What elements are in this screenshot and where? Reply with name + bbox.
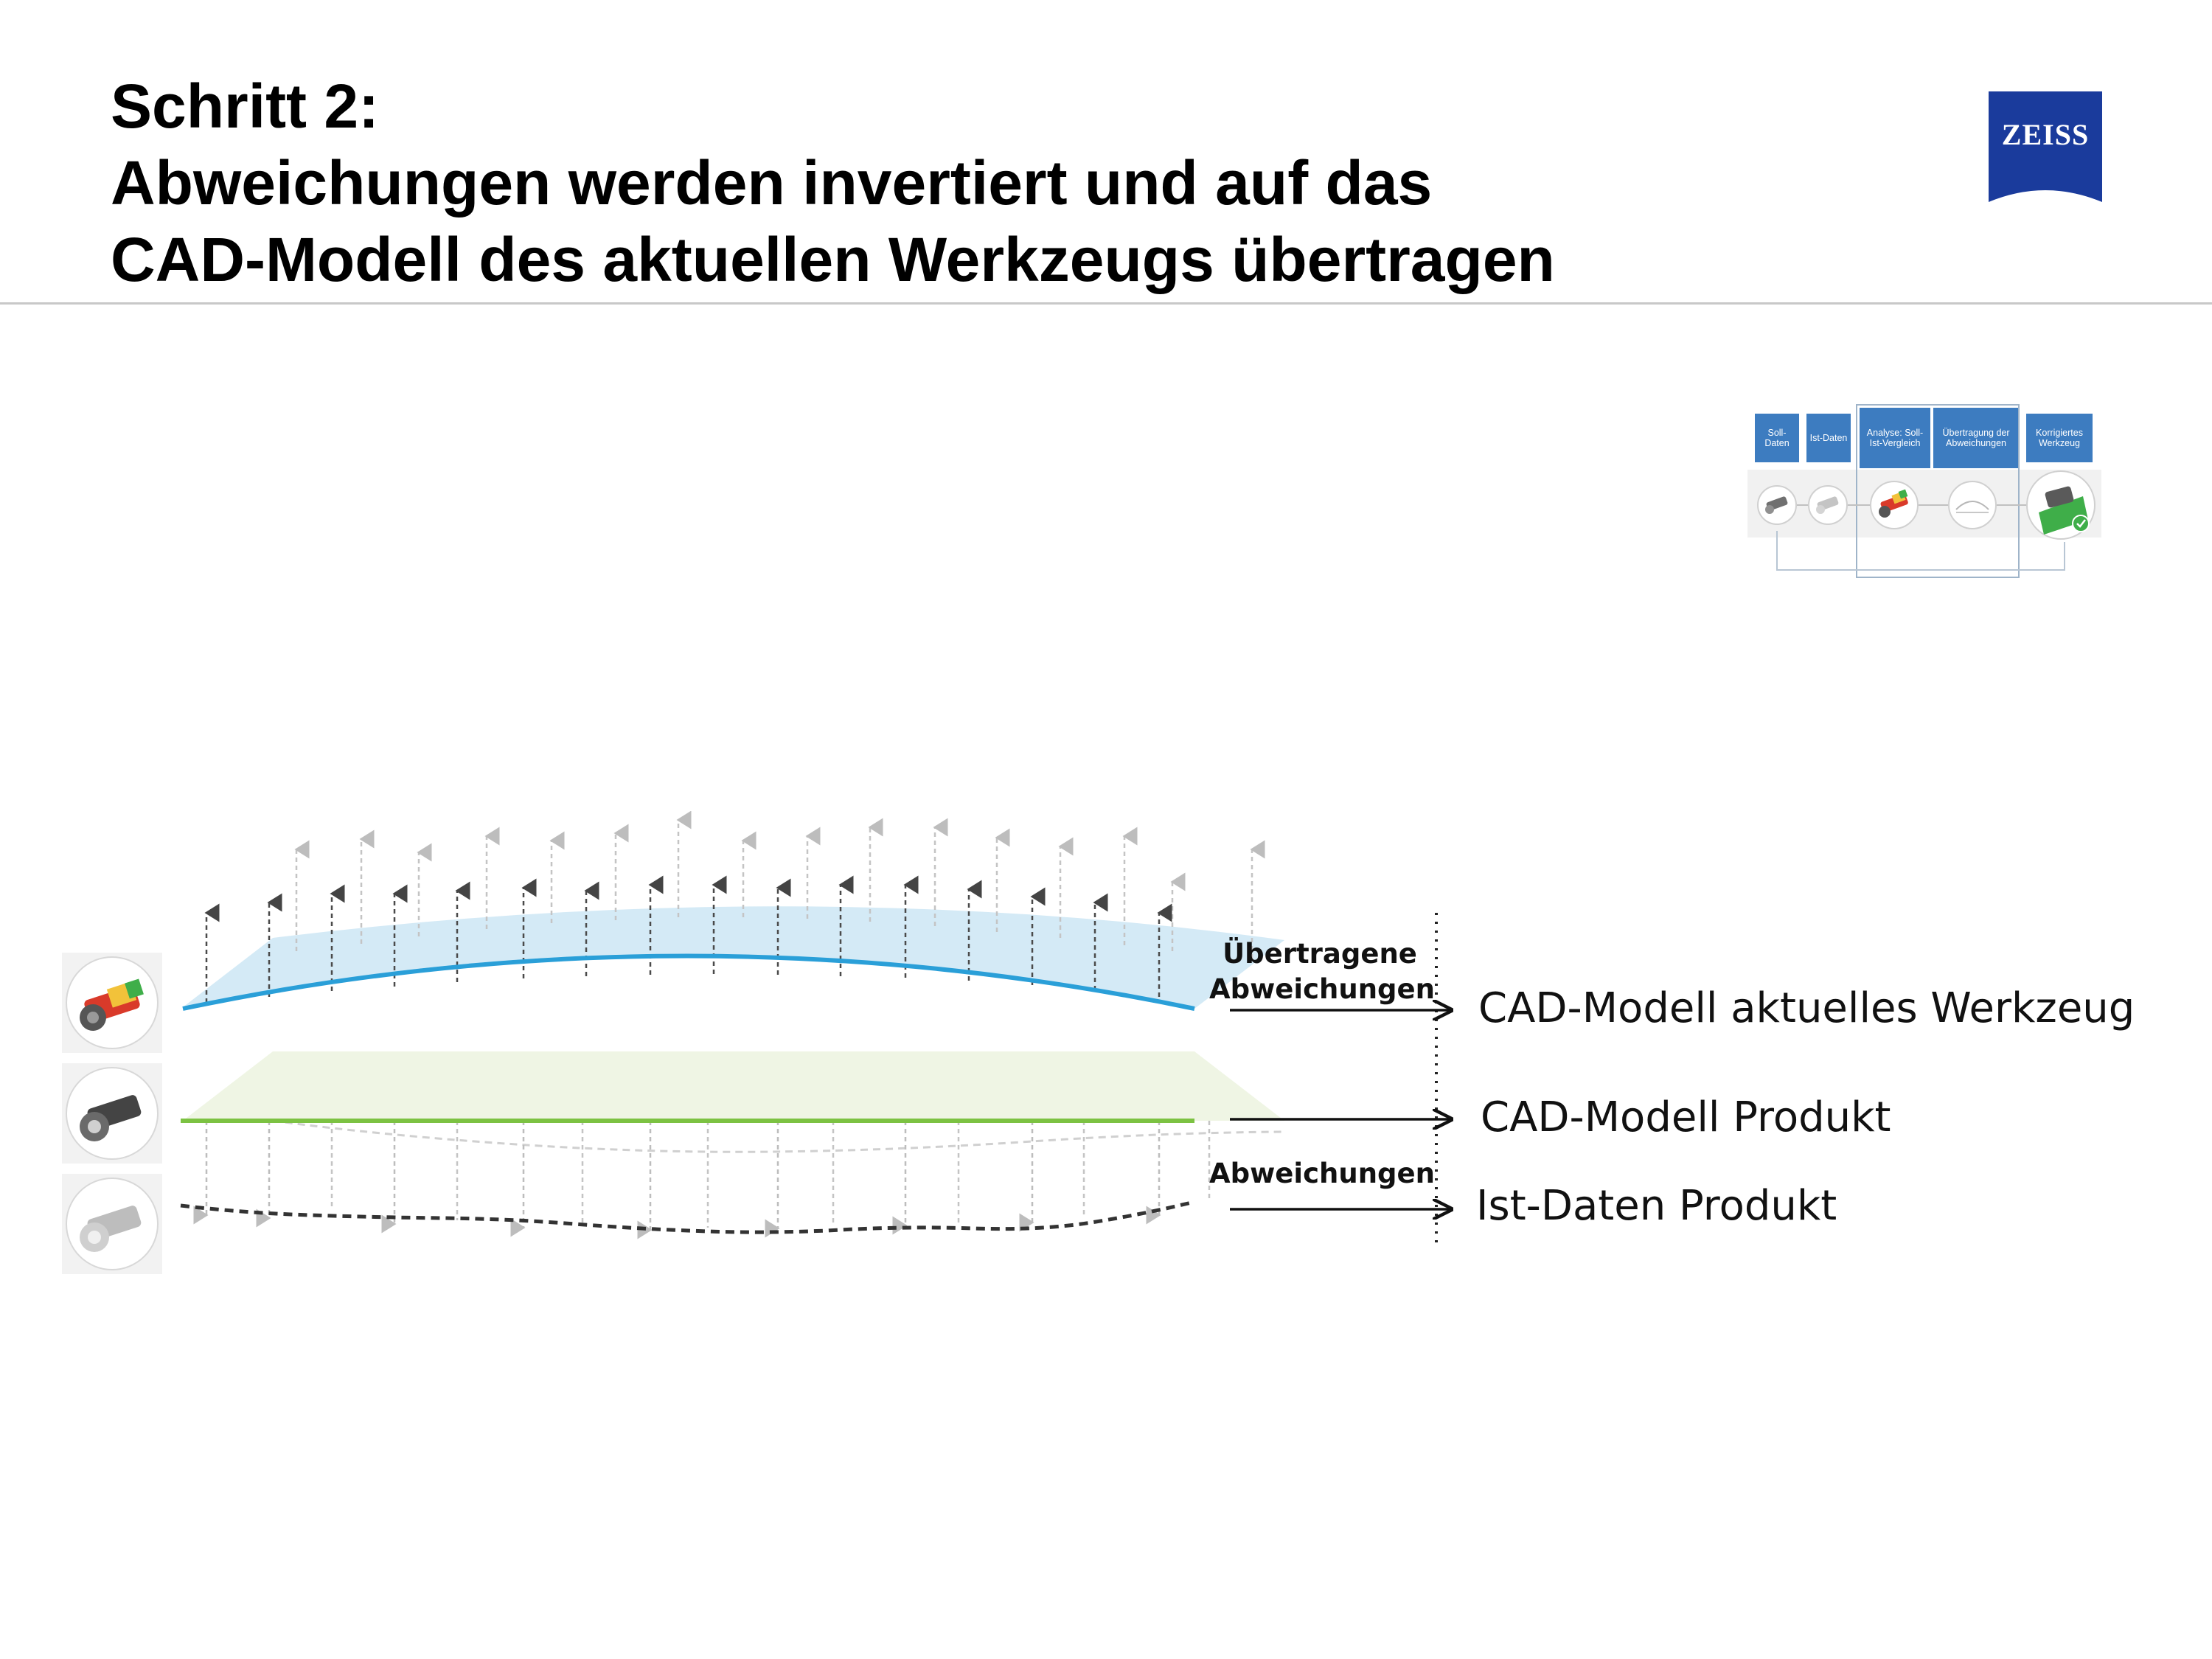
process-step-uebertragung: Übertragung der Abweichungen [1933,408,2019,468]
tool-plane [183,906,1284,1009]
label-deviations: Abweichungen [1209,1158,1435,1189]
process-thumbnails [1757,470,2096,571]
zeiss-logo: ZEISS [1989,91,2102,206]
deviation-arrows-down [193,1121,1161,1239]
title-line-3: CAD-Modell des aktuellen Werkzeugs übert… [111,225,1555,294]
layer-label-cad-product: CAD-Modell Produkt [1481,1093,1891,1141]
layer-label-ist-data: Ist-Daten Produkt [1476,1182,1837,1230]
label-transferred-deviations: Übertragene Abweichungen [1209,936,1435,1007]
tool-curve [182,953,1195,1011]
thumbnail-ist-data [62,1174,162,1274]
process-step-soll-daten: Soll-Daten [1755,414,1799,462]
thumbnail-analysis [62,953,162,1053]
process-step-ist-daten: Ist-Daten [1806,414,1851,462]
page-title: Schritt 2: Abweichungen werden invertier… [111,68,1880,298]
diagram-layers [180,811,2212,1246]
deviation-outline-back [272,1119,1285,1153]
process-step-korrigiertes-werkzeug: Korrigiertes Werkzeug [2026,414,2093,462]
active-step-frame [1856,404,2020,578]
header-divider [0,302,2212,305]
title-line-2: Abweichungen werden invertiert und auf d… [111,148,1433,218]
transferred-deviation-arrows [204,875,1172,1003]
svg-text:ZEISS: ZEISS [2002,118,2089,151]
faint-deviation-arrows [294,811,1265,1228]
deviation-transfer-diagram: Übertragene Abweichungen Abweichungen CA… [0,811,2212,1290]
label-transferred-line-1: Übertragene [1222,938,1417,970]
ist-data-line [180,1200,1195,1234]
process-step-analyse: Analyse: Soll-Ist-Vergleich [1860,408,1930,468]
label-transferred-line-2: Abweichungen [1209,973,1435,1005]
title-line-1: Schritt 2: [111,72,380,141]
thumbnail-cad-product [62,1063,162,1164]
product-plane [183,1051,1284,1121]
layer-label-cad-tool: CAD-Modell aktuelles Werkzeug [1478,984,2135,1032]
process-overview: Soll-Daten Ist-Daten Analyse: Soll-Ist-V… [1747,402,2101,582]
